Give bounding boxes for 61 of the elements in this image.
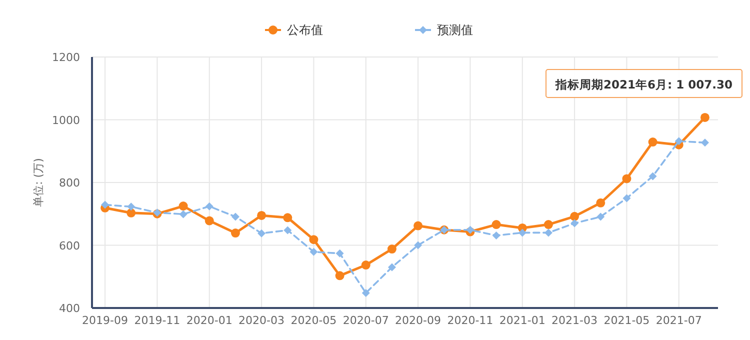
x-tick-label: 2021-07 <box>656 314 702 327</box>
y-tick-label: 1000 <box>52 114 80 127</box>
point <box>361 260 370 270</box>
legend-label: 公布值 <box>287 23 323 37</box>
point <box>492 220 501 230</box>
point <box>309 235 318 244</box>
x-tick-label: 2019-09 <box>82 314 128 327</box>
point <box>622 174 632 184</box>
legend-label: 预测值 <box>437 23 473 37</box>
y-tick-label: 400 <box>59 302 80 315</box>
point <box>336 249 344 258</box>
x-tick-label: 2020-01 <box>186 314 232 327</box>
point <box>284 226 292 234</box>
y-tick-label: 600 <box>59 239 80 252</box>
point <box>570 212 580 221</box>
point <box>101 200 110 209</box>
point <box>700 138 709 147</box>
point <box>492 232 500 240</box>
point <box>414 221 423 230</box>
x-tick-label: 2020-03 <box>238 314 285 327</box>
point <box>231 212 240 221</box>
point <box>544 220 553 230</box>
annotation: 指标周期2021年6月: 1 007.30 <box>554 77 732 92</box>
point <box>700 112 710 122</box>
point <box>335 271 344 280</box>
x-tick-label: 2021-01 <box>499 314 546 327</box>
point <box>283 213 292 222</box>
point <box>518 228 526 237</box>
point <box>362 288 370 297</box>
point <box>622 194 631 202</box>
x-tick-label: 2020-07 <box>342 314 389 327</box>
point <box>205 202 214 210</box>
point <box>258 229 266 238</box>
point <box>126 208 136 218</box>
point <box>674 137 683 146</box>
point <box>414 241 422 250</box>
point <box>570 219 579 228</box>
x-tick-label: 2021-03 <box>552 314 598 327</box>
point <box>178 202 188 211</box>
point <box>257 210 266 220</box>
point <box>179 210 188 218</box>
x-tick-label: 2020-11 <box>447 314 494 327</box>
point <box>388 263 396 272</box>
point <box>466 226 474 234</box>
x-tick-label: 2019-11 <box>134 314 180 327</box>
point <box>387 244 396 254</box>
x-tick-label: 2020-05 <box>290 314 337 327</box>
y-tick-label: 800 <box>59 176 80 190</box>
point <box>596 212 605 221</box>
point <box>230 228 240 238</box>
point <box>127 202 136 211</box>
x-tick-label: 2021-05 <box>604 314 650 327</box>
y-axis-title: 单位: (万) <box>32 158 45 207</box>
point <box>204 216 214 226</box>
point <box>544 228 552 237</box>
x-tick-label: 2020-09 <box>395 314 442 327</box>
point <box>648 172 657 180</box>
point <box>596 198 606 208</box>
point <box>310 248 318 256</box>
point <box>648 138 658 147</box>
y-tick-label: 1200 <box>52 51 80 64</box>
